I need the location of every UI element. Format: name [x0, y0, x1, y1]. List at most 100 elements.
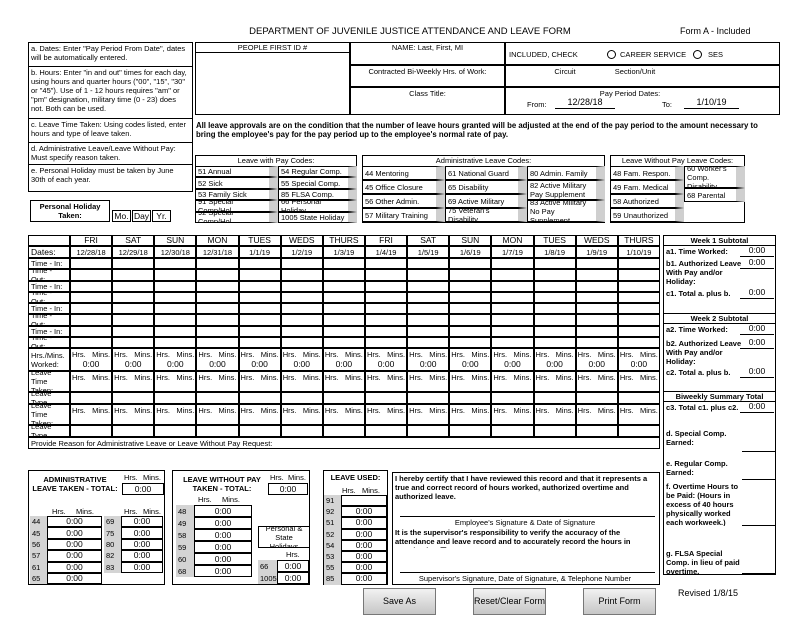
- time-input[interactable]: [322, 325, 365, 337]
- time-input[interactable]: [70, 325, 113, 337]
- leave-type-input[interactable]: [617, 392, 660, 404]
- time-input[interactable]: [280, 291, 323, 303]
- time-input[interactable]: [196, 314, 239, 326]
- time-input[interactable]: [322, 291, 365, 303]
- leave-type-input[interactable]: [449, 392, 492, 404]
- time-input[interactable]: [322, 280, 365, 292]
- time-input[interactable]: [449, 269, 492, 281]
- time-input[interactable]: [364, 258, 408, 270]
- leave-type-input[interactable]: [70, 425, 113, 437]
- time-input[interactable]: [364, 303, 408, 315]
- leave-time-input[interactable]: [196, 371, 239, 392]
- time-input[interactable]: [533, 325, 576, 337]
- leave-time-input[interactable]: [449, 371, 492, 392]
- time-input[interactable]: [617, 336, 660, 348]
- time-input[interactable]: [407, 336, 450, 348]
- time-input[interactable]: [154, 336, 197, 348]
- leave-time-input[interactable]: [449, 404, 492, 425]
- leave-time-input[interactable]: [280, 404, 323, 425]
- time-input[interactable]: [407, 303, 450, 315]
- time-input[interactable]: [280, 336, 323, 348]
- time-input[interactable]: [575, 303, 618, 315]
- leave-time-input[interactable]: [280, 371, 323, 392]
- time-input[interactable]: [491, 269, 534, 281]
- leave-type-input[interactable]: [238, 425, 281, 437]
- time-input[interactable]: [449, 325, 492, 337]
- time-input[interactable]: [322, 269, 365, 281]
- time-input[interactable]: [364, 280, 408, 292]
- leave-time-input[interactable]: [617, 371, 660, 392]
- time-input[interactable]: [449, 280, 492, 292]
- time-input[interactable]: [575, 291, 618, 303]
- time-input[interactable]: [322, 303, 365, 315]
- time-input[interactable]: [112, 269, 155, 281]
- leave-time-input[interactable]: [617, 404, 660, 425]
- time-input[interactable]: [196, 325, 239, 337]
- time-input[interactable]: [196, 303, 239, 315]
- time-input[interactable]: [449, 314, 492, 326]
- time-input[interactable]: [154, 269, 197, 281]
- time-input[interactable]: [196, 280, 239, 292]
- time-input[interactable]: [70, 280, 113, 292]
- time-input[interactable]: [112, 258, 155, 270]
- time-input[interactable]: [533, 258, 576, 270]
- leave-type-input[interactable]: [407, 392, 450, 404]
- leave-time-input[interactable]: [533, 404, 576, 425]
- summary-input[interactable]: [742, 515, 775, 526]
- leave-time-input[interactable]: [112, 371, 155, 392]
- time-input[interactable]: [238, 314, 281, 326]
- time-input[interactable]: [154, 314, 197, 326]
- time-input[interactable]: [238, 325, 281, 337]
- time-input[interactable]: [364, 336, 408, 348]
- time-input[interactable]: [112, 336, 155, 348]
- time-input[interactable]: [617, 303, 660, 315]
- time-input[interactable]: [491, 336, 534, 348]
- time-input[interactable]: [575, 280, 618, 292]
- time-input[interactable]: [575, 336, 618, 348]
- time-input[interactable]: [491, 314, 534, 326]
- time-input[interactable]: [491, 280, 534, 292]
- time-input[interactable]: [575, 258, 618, 270]
- summary-input[interactable]: [742, 469, 775, 480]
- leave-type-input[interactable]: [364, 392, 408, 404]
- leave-time-input[interactable]: [70, 404, 113, 425]
- time-input[interactable]: [112, 291, 155, 303]
- time-input[interactable]: [70, 269, 113, 281]
- leave-time-input[interactable]: [491, 371, 534, 392]
- time-input[interactable]: [617, 258, 660, 270]
- leave-type-input[interactable]: [238, 392, 281, 404]
- time-input[interactable]: [112, 314, 155, 326]
- time-input[interactable]: [70, 303, 113, 315]
- time-input[interactable]: [238, 280, 281, 292]
- time-input[interactable]: [112, 325, 155, 337]
- leave-type-input[interactable]: [491, 392, 534, 404]
- radio-ses[interactable]: [693, 50, 702, 59]
- leave-type-input[interactable]: [322, 392, 365, 404]
- time-input[interactable]: [238, 258, 281, 270]
- time-input[interactable]: [196, 336, 239, 348]
- time-input[interactable]: [575, 269, 618, 281]
- time-input[interactable]: [449, 258, 492, 270]
- time-input[interactable]: [617, 269, 660, 281]
- time-input[interactable]: [364, 269, 408, 281]
- time-input[interactable]: [196, 291, 239, 303]
- time-input[interactable]: [533, 303, 576, 315]
- time-input[interactable]: [533, 336, 576, 348]
- time-input[interactable]: [449, 291, 492, 303]
- time-input[interactable]: [280, 258, 323, 270]
- leave-type-input[interactable]: [364, 425, 408, 437]
- time-input[interactable]: [533, 280, 576, 292]
- leave-type-input[interactable]: [280, 392, 323, 404]
- time-input[interactable]: [449, 336, 492, 348]
- time-input[interactable]: [280, 280, 323, 292]
- time-input[interactable]: [70, 314, 113, 326]
- time-input[interactable]: [364, 325, 408, 337]
- leave-time-input[interactable]: [491, 404, 534, 425]
- leave-time-input[interactable]: [154, 371, 197, 392]
- time-input[interactable]: [617, 314, 660, 326]
- leave-time-input[interactable]: [112, 404, 155, 425]
- time-input[interactable]: [238, 291, 281, 303]
- time-input[interactable]: [280, 325, 323, 337]
- time-input[interactable]: [70, 336, 113, 348]
- time-input[interactable]: [533, 291, 576, 303]
